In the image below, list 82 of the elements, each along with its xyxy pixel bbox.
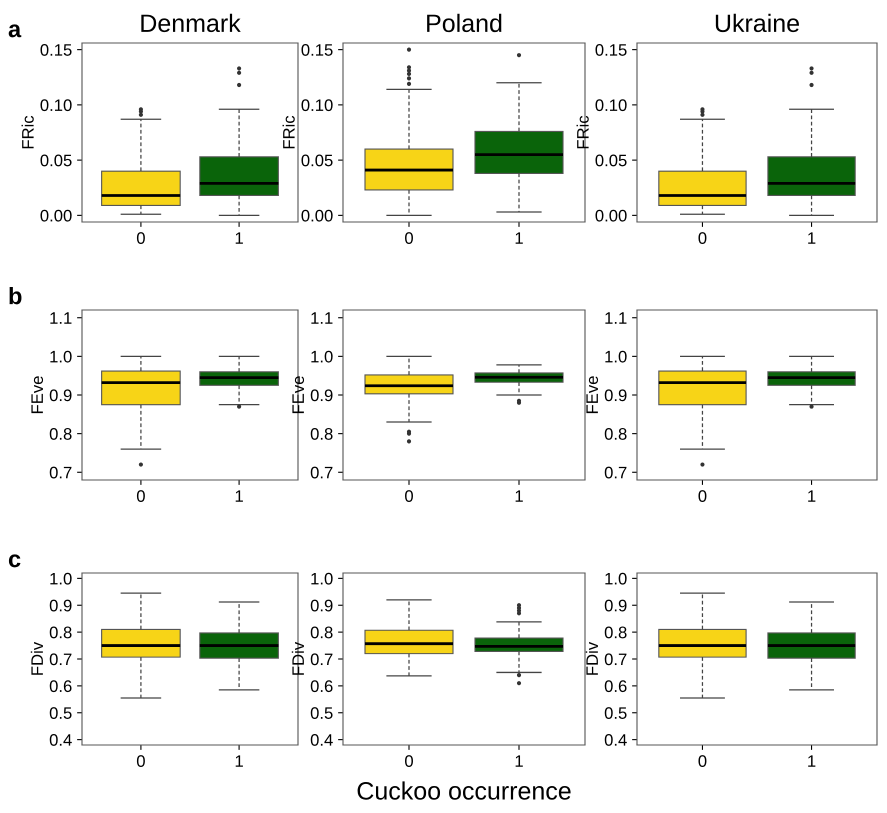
y-tick-label: 0.15 — [595, 44, 627, 56]
x-tick-label: 0 — [405, 232, 413, 244]
x-tick-label: 0 — [405, 490, 413, 502]
y-tick-label: 0.15 — [301, 44, 333, 56]
x-tick-label: 1 — [516, 490, 523, 502]
y-tick-label: 0.00 — [595, 210, 627, 222]
y-tick-label: 0.9 — [50, 600, 72, 612]
y-tick-label: 0.8 — [50, 626, 72, 638]
y-tick-label: 0.10 — [301, 99, 333, 112]
y-tick-label: 0.8 — [310, 428, 333, 440]
y-tick-label: 0.9 — [604, 389, 626, 402]
y-tick-label: 1.0 — [605, 572, 627, 585]
chart-title: Ukraine — [716, 14, 799, 32]
y-tick-label: 0.5 — [310, 707, 333, 719]
text: c — [8, 554, 20, 568]
y-tick-label: 0.7 — [50, 653, 72, 666]
y-tick-label: 0.4 — [50, 734, 72, 746]
y-axis-title: FRic — [576, 116, 589, 148]
chart-title: Poland — [427, 14, 502, 32]
y-tick-label: 0.7 — [310, 466, 332, 478]
y-tick-label: 0.05 — [595, 154, 627, 166]
x-tick-label: 0 — [136, 490, 145, 502]
x-tick-label: 1 — [236, 490, 243, 502]
y-tick-label: 0.9 — [310, 389, 332, 402]
y-tick-label: 0.9 — [310, 600, 332, 612]
y-tick-label: 0.5 — [50, 707, 72, 719]
y-tick-label: 0.8 — [50, 428, 72, 440]
x-tick-label: 1 — [808, 755, 816, 767]
y-tick-label: 0.7 — [604, 653, 626, 666]
y-tick-label: 0.4 — [604, 734, 627, 746]
y-tick-label: 0.6 — [50, 680, 72, 692]
x-tick-label: 1 — [236, 755, 243, 767]
y-tick-label: 0.00 — [301, 210, 333, 222]
x-tick-label: 1 — [808, 490, 816, 502]
y-tick-label: 0.9 — [604, 600, 626, 612]
y-tick-label: 1.1 — [311, 312, 332, 324]
y-tick-label: 0.9 — [50, 389, 72, 402]
y-tick-label: 1.1 — [50, 312, 72, 324]
y-axis-title: FDiv — [30, 642, 43, 675]
x-tick-label: 0 — [136, 232, 145, 244]
x-tick-label: 1 — [236, 232, 243, 244]
y-tick-label: 0.05 — [301, 154, 333, 166]
y-tick-label: 0.10 — [40, 99, 72, 112]
x-tick-label: 1 — [808, 232, 816, 244]
y-tick-label: 1.0 — [311, 350, 333, 363]
y-tick-label: 1.0 — [605, 350, 627, 363]
y-tick-label: 0.5 — [604, 707, 627, 719]
x-tick-label: 0 — [698, 232, 706, 244]
y-axis-title: FEve — [292, 376, 304, 414]
y-tick-label: 1.0 — [311, 572, 333, 585]
x-tick-label: 0 — [698, 490, 706, 502]
y-axis-title: FEve — [31, 376, 44, 414]
y-tick-label: 0.05 — [40, 154, 72, 166]
y-tick-label: 0.10 — [595, 99, 627, 112]
y-axis-title: FEve — [586, 376, 598, 414]
y-tick-label: 0.8 — [604, 626, 627, 638]
x-tick-label: 0 — [405, 755, 413, 767]
x-axis-title: Cuckoo occurrence — [358, 781, 571, 800]
y-tick-label: 1.0 — [50, 572, 72, 585]
y-tick-label: 0.4 — [310, 734, 333, 746]
x-tick-label: 0 — [136, 755, 145, 767]
y-tick-label: 1.1 — [605, 312, 626, 324]
y-axis-title: FDiv — [586, 642, 598, 675]
y-tick-label: 1.0 — [50, 350, 72, 363]
y-tick-label: 0.6 — [604, 680, 627, 692]
y-tick-label: 0.7 — [310, 653, 332, 666]
y-tick-label: 0.6 — [310, 680, 333, 692]
y-tick-label: 0.7 — [50, 466, 72, 478]
chart-title: Denmark — [141, 14, 241, 32]
y-tick-label: 0.8 — [604, 428, 627, 440]
y-tick-label: 0.8 — [310, 626, 333, 638]
text: a — [8, 24, 22, 38]
y-tick-label: 0.7 — [604, 466, 626, 478]
x-tick-label: 0 — [698, 755, 706, 767]
y-tick-label: 0.00 — [40, 210, 72, 222]
x-tick-label: 1 — [516, 755, 523, 767]
y-axis-title: FRic — [282, 116, 295, 148]
y-tick-label: 0.15 — [40, 44, 72, 56]
text: b — [10, 286, 22, 304]
y-axis-title: FRic — [22, 116, 34, 148]
x-tick-label: 1 — [516, 232, 523, 244]
y-axis-title: FDiv — [292, 642, 304, 675]
